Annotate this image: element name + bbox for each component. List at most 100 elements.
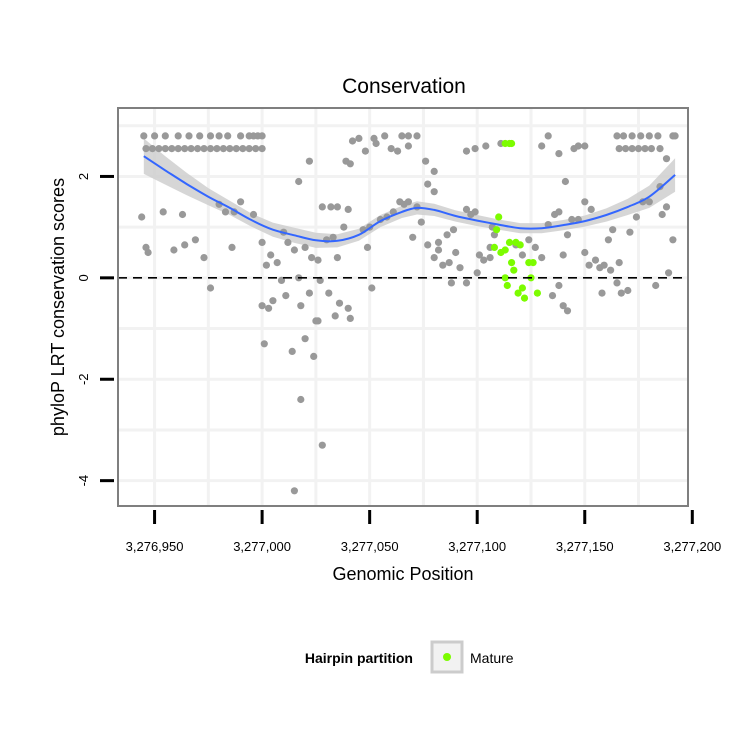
data-point xyxy=(258,132,266,140)
data-point xyxy=(548,292,557,300)
data-point xyxy=(637,132,645,140)
data-point xyxy=(600,261,608,269)
data-point xyxy=(555,150,563,158)
data-point xyxy=(482,142,490,150)
data-point xyxy=(348,137,357,145)
data-point xyxy=(262,261,270,269)
data-point xyxy=(647,145,656,153)
data-point xyxy=(301,335,309,343)
data-point xyxy=(471,208,479,216)
data-point xyxy=(174,132,182,140)
smooth-line-layer xyxy=(143,155,676,243)
data-point xyxy=(340,223,348,231)
data-point xyxy=(561,177,570,186)
data-point xyxy=(430,254,438,262)
data-point xyxy=(598,289,606,297)
y-tick-label: -4 xyxy=(76,475,91,487)
data-point xyxy=(191,236,199,244)
data-point xyxy=(344,304,352,312)
data-point xyxy=(372,139,380,148)
data-point xyxy=(434,238,443,246)
data-point xyxy=(284,238,292,246)
data-point xyxy=(632,213,641,221)
x-tick-label: 3,277,100 xyxy=(448,539,506,554)
data-point xyxy=(258,238,266,246)
data-point xyxy=(215,132,223,140)
data-point xyxy=(475,251,483,259)
x-axis-label: Genomic Position xyxy=(332,564,473,584)
data-point xyxy=(310,352,318,360)
data-point xyxy=(525,236,533,244)
data-point-mature xyxy=(514,289,522,297)
data-point xyxy=(329,233,337,241)
data-point xyxy=(404,132,412,140)
points-layer xyxy=(138,132,679,495)
data-point xyxy=(187,145,195,153)
data-point-mature xyxy=(505,238,514,246)
data-point xyxy=(355,134,363,142)
data-point xyxy=(518,251,527,259)
data-point-mature xyxy=(516,241,524,249)
data-point xyxy=(213,145,221,153)
data-point xyxy=(252,145,260,153)
data-point xyxy=(308,254,316,262)
data-point xyxy=(361,147,369,155)
data-point xyxy=(591,256,600,264)
data-point xyxy=(305,289,313,297)
legend-label-mature: Mature xyxy=(470,650,514,666)
data-point xyxy=(258,145,266,153)
data-point xyxy=(323,236,331,244)
data-point xyxy=(282,292,290,300)
data-point xyxy=(159,208,167,216)
data-point xyxy=(404,142,412,150)
legend-title: Hairpin partition xyxy=(305,650,413,666)
data-point xyxy=(148,145,156,153)
data-point-mature xyxy=(520,294,529,302)
data-point xyxy=(555,281,563,290)
data-point xyxy=(314,256,322,264)
data-point xyxy=(422,157,430,165)
data-point xyxy=(480,256,488,264)
data-point xyxy=(178,210,187,219)
chart-title: Conservation xyxy=(342,75,466,98)
y-tick-label: 0 xyxy=(76,274,91,281)
data-point xyxy=(273,259,281,267)
data-point xyxy=(434,246,443,254)
data-point-mature xyxy=(495,213,503,221)
data-point xyxy=(563,231,572,239)
y-tick-label: 2 xyxy=(76,173,91,180)
data-point xyxy=(394,147,402,155)
data-point xyxy=(239,145,247,153)
data-point xyxy=(628,145,636,153)
data-point xyxy=(430,188,438,196)
x-tick-label: 3,277,150 xyxy=(556,539,614,554)
data-point xyxy=(318,203,326,211)
data-point xyxy=(645,132,653,140)
data-point xyxy=(656,145,664,153)
data-point xyxy=(305,157,313,165)
data-point xyxy=(290,246,298,254)
data-point xyxy=(297,395,305,404)
data-point xyxy=(617,289,625,297)
data-point xyxy=(613,132,621,140)
data-point xyxy=(424,241,432,249)
data-point xyxy=(237,132,245,140)
data-point xyxy=(245,145,253,153)
legend-key-box xyxy=(430,640,464,674)
y-axis: -4 -2 0 2 xyxy=(76,173,114,487)
data-point xyxy=(641,145,649,153)
data-point xyxy=(581,142,589,150)
data-point xyxy=(559,251,567,259)
data-point xyxy=(538,142,546,150)
panel-border xyxy=(117,107,689,507)
data-point xyxy=(568,215,576,224)
data-point xyxy=(363,243,372,251)
data-point xyxy=(170,246,178,254)
data-point xyxy=(544,132,552,140)
data-point-mature xyxy=(508,139,516,148)
data-point xyxy=(417,218,425,226)
data-point xyxy=(409,233,417,241)
data-point xyxy=(471,145,479,153)
data-point xyxy=(258,302,266,310)
